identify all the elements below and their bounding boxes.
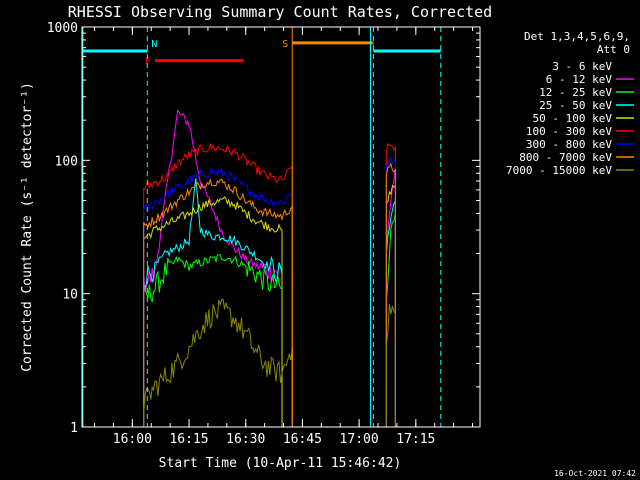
x-tick-label: 16:00 bbox=[113, 432, 152, 447]
legend-entry-label: 12 - 25 keV bbox=[539, 86, 612, 99]
series-line-5-1 bbox=[385, 142, 396, 427]
series-line-4-0 bbox=[143, 196, 283, 427]
y-tick-label: 100 bbox=[55, 154, 78, 169]
legend-entry-label: 300 - 800 keV bbox=[526, 138, 612, 151]
y-tick-label: 1 bbox=[70, 421, 78, 436]
series-line-8-0 bbox=[143, 298, 293, 427]
x-axis-label: Start Time (10-Apr-11 15:46:42) bbox=[159, 456, 402, 471]
series-line-7-1 bbox=[385, 162, 396, 427]
legend-entry-label: 3 - 6 keV bbox=[552, 60, 612, 73]
series-line-3-0 bbox=[143, 178, 283, 427]
legend-entry-label: 800 - 7000 keV bbox=[519, 151, 612, 164]
legend-entry-label: 7000 - 15000 keV bbox=[506, 164, 612, 177]
footer-timestamp: 16-Oct-2021 07:42 bbox=[554, 469, 636, 478]
x-tick-label: 16:45 bbox=[283, 432, 322, 447]
series-line-4-1 bbox=[385, 183, 396, 427]
series-line-8-1 bbox=[385, 304, 396, 427]
legend-entry-label: 100 - 300 keV bbox=[526, 125, 612, 138]
vlines-layer bbox=[82, 27, 442, 427]
x-tick-label: 16:15 bbox=[169, 432, 208, 447]
series-line-0-1 bbox=[385, 189, 396, 427]
flag-label-s: S bbox=[282, 39, 288, 50]
series-line-5-0 bbox=[143, 142, 293, 427]
y-tick-label: 1000 bbox=[47, 21, 78, 36]
series-line-6-1 bbox=[385, 155, 396, 427]
series-line-6-0 bbox=[143, 167, 293, 427]
y-axis-label: Corrected Count Rate (s⁻¹ detector⁻¹) bbox=[20, 82, 35, 372]
legend-entry-label: 50 - 100 keV bbox=[533, 112, 613, 125]
flags-layer: N S F bbox=[82, 39, 441, 68]
x-tick-label: 16:30 bbox=[226, 432, 265, 447]
legend-header-detectors: Det 1,3,4,5,6,9, bbox=[524, 30, 630, 43]
x-tick-label: 17:00 bbox=[340, 432, 379, 447]
flag-label-n: N bbox=[151, 39, 157, 50]
series-layer bbox=[143, 109, 396, 427]
axes-layer: 16:00 16:15 16:30 16:45 17:00 17:15 1 10 100 1000 bbox=[47, 21, 480, 447]
x-tick-label: 17:15 bbox=[396, 432, 435, 447]
series-line-1-0 bbox=[143, 109, 283, 427]
y-tick-label: 10 bbox=[62, 288, 78, 303]
legend-entry-label: 6 - 12 keV bbox=[546, 73, 613, 86]
plot-frame bbox=[81, 26, 481, 428]
chart-title: RHESSI Observing Summary Count Rates, Co… bbox=[68, 3, 492, 21]
series-line-7-0 bbox=[143, 178, 293, 427]
legend-header-attenuator: Att 0 bbox=[597, 43, 630, 56]
legend-entry-label: 25 - 50 keV bbox=[539, 99, 612, 112]
flag-label-f: F bbox=[145, 57, 151, 68]
series-line-2-0 bbox=[143, 254, 283, 427]
series-line-2-1 bbox=[385, 213, 396, 427]
